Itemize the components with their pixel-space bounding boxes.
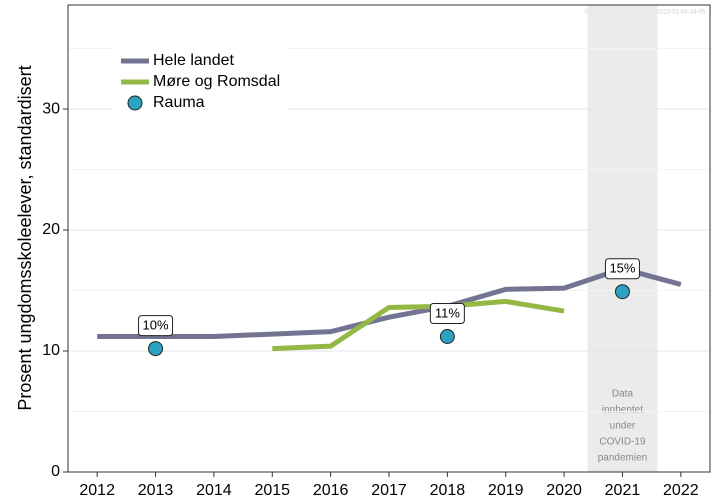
x-tick-label: 2016 xyxy=(313,482,349,499)
y-tick-label: 0 xyxy=(51,463,60,480)
x-tick-label: 2018 xyxy=(430,482,466,499)
annotation-text: innhentet xyxy=(602,405,643,416)
y-tick-label: 30 xyxy=(42,100,60,117)
legend-label: Rauma xyxy=(153,94,205,111)
series-line xyxy=(272,298,565,352)
label-box xyxy=(604,258,640,280)
data-label: 15% xyxy=(609,261,635,276)
data-label: 10% xyxy=(143,318,169,333)
annotation-text: COVID-19 xyxy=(599,437,646,448)
covid-band xyxy=(587,5,658,472)
x-tick-label: 2022 xyxy=(663,482,699,499)
annotation-text: Data xyxy=(612,389,634,400)
point xyxy=(614,284,630,300)
x-tick-label: 2015 xyxy=(254,482,290,499)
legend-label: Hele landet xyxy=(153,52,235,69)
series-line xyxy=(97,266,682,339)
y-tick-label: 20 xyxy=(42,221,60,238)
y-tick-label: 10 xyxy=(42,342,60,359)
x-tick-label: 2021 xyxy=(605,482,641,499)
data-label: 11% xyxy=(435,305,460,320)
annotation-text: under xyxy=(610,421,636,432)
x-tick-label: 2014 xyxy=(196,482,232,499)
label-box xyxy=(429,302,465,324)
x-tick-label: 2019 xyxy=(488,482,524,499)
annotation-text: pandemien xyxy=(598,453,647,464)
point xyxy=(148,341,164,357)
legend-swatch xyxy=(127,95,143,111)
plot-border xyxy=(67,4,711,473)
y-axis-label: Prosent ungdomsskoleelever, standardiser… xyxy=(15,65,35,410)
x-tick-label: 2012 xyxy=(79,482,115,499)
label-box xyxy=(138,315,174,337)
x-tick-label: 2020 xyxy=(546,482,582,499)
x-tick-label: 2013 xyxy=(138,482,174,499)
x-tick-label: 2017 xyxy=(371,482,407,499)
legend-label: Møre og Romsdal xyxy=(153,73,280,90)
point xyxy=(439,328,455,344)
